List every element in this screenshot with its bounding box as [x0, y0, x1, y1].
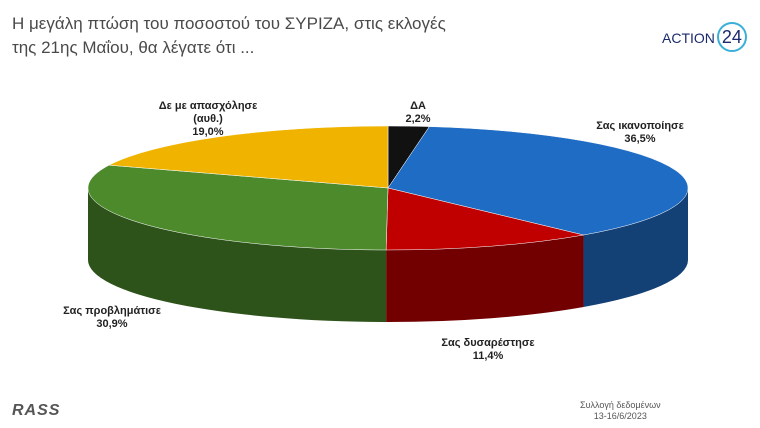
slice-label: Σας δυσαρέστησε 11,4% [418, 337, 558, 363]
category-label: Σας προβλημάτισε [63, 305, 161, 317]
category-label: Σας ικανοποίησε [596, 120, 684, 132]
slice-label: Σας προβλημάτισε 30,9% [42, 305, 182, 331]
note: Συλλογή δεδομένων 13-16/6/2023 [580, 400, 661, 422]
slice [385, 187, 584, 251]
value-label: 11,4% [472, 350, 504, 362]
category-label: Δε με απασχόλησε (αυθ.) [158, 100, 258, 125]
category-label: Σας δυσαρέστησε [441, 337, 535, 349]
slice-label: ΔΑ 2,2% [388, 100, 448, 126]
note-line: Συλλογή δεδομένων [580, 400, 661, 410]
logo-number: 24 [716, 22, 747, 52]
slice [387, 126, 689, 236]
chart-title: Η μεγάλη πτώση του ποσοστού του ΣΥΡΙΖΑ, … [12, 14, 446, 57]
note-line: 13-16/6/2023 [593, 411, 647, 421]
slice-label: Σας ικανοποίησε 36,5% [570, 120, 710, 146]
slice [108, 125, 389, 189]
value-label: 36,5% [624, 133, 656, 145]
source-logo: RASS [12, 402, 61, 419]
slice [87, 164, 389, 251]
slice-side [88, 188, 387, 322]
category-label: ΔΑ [410, 100, 426, 112]
slice-label: Δε με απασχόλησε (αυθ.) 19,0% [143, 100, 273, 139]
logo-text: ACTION [662, 30, 715, 46]
slice-side [583, 188, 688, 308]
value-label: 30,9% [96, 318, 128, 330]
value-label: 19,0% [192, 126, 224, 138]
value-label: 2,2% [405, 113, 431, 125]
logo: ACTION 24 [662, 22, 747, 52]
slice-side [386, 235, 584, 322]
